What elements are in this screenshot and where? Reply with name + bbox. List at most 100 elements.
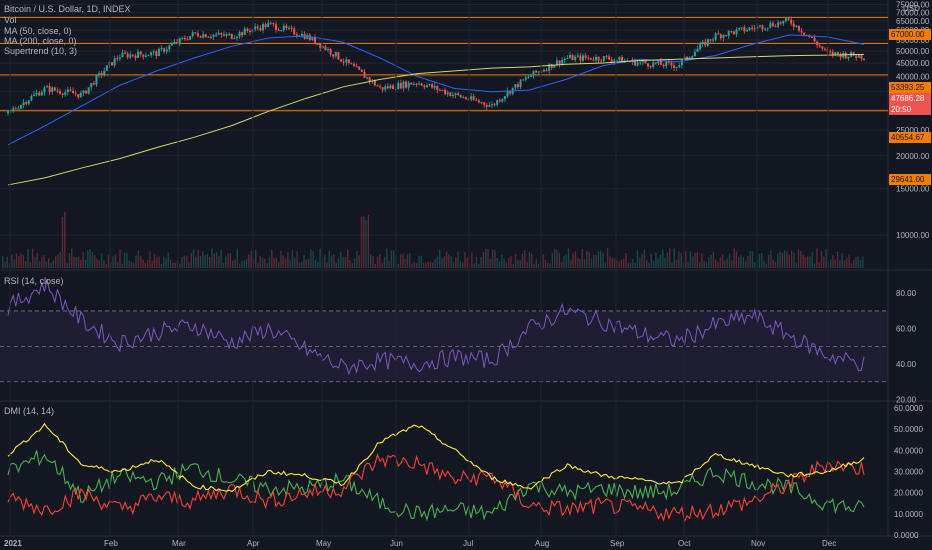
price-tick-label: 45000.00 <box>896 59 930 68</box>
volume-bar <box>537 263 540 268</box>
time-tick-label: Jun <box>390 539 403 548</box>
legend-dmi[interactable]: DMI (14, 14) <box>4 406 55 416</box>
candle-body <box>163 48 166 52</box>
volume-bar <box>678 251 680 268</box>
countdown-tag: 20:50 <box>889 104 931 115</box>
volume-bar <box>491 249 494 268</box>
volume-bar <box>735 250 738 268</box>
candle-body <box>592 59 595 61</box>
volume-bar <box>121 263 123 268</box>
candle-body <box>519 79 522 88</box>
volume-bar <box>457 251 459 268</box>
candle-body <box>241 32 244 36</box>
candle-body <box>423 85 426 88</box>
candle-body <box>282 25 285 31</box>
volume-bar <box>38 261 41 268</box>
legend-vol[interactable]: Vol <box>4 15 17 25</box>
candle-body <box>782 20 785 24</box>
volume-bar <box>459 260 462 268</box>
candle-body <box>641 61 644 63</box>
legend-supertrend[interactable]: Supertrend (10, 3) <box>4 46 78 56</box>
volume-bar <box>774 261 777 268</box>
dmi-tick-label: 30.0000 <box>894 468 923 477</box>
rsi-tick-label: 40.00 <box>896 360 917 369</box>
volume-bar <box>777 253 779 268</box>
volume-bar <box>652 260 655 268</box>
volume-bar <box>726 258 728 268</box>
candle-body <box>418 83 421 85</box>
currency-label[interactable]: USD <box>903 4 920 13</box>
volume-bar <box>372 256 374 268</box>
candle-body <box>855 55 858 58</box>
volume-bar <box>712 251 715 268</box>
volume-bar <box>57 254 59 268</box>
volume-bar <box>514 254 517 268</box>
volume-bar <box>209 256 211 268</box>
candle-body <box>191 32 194 36</box>
time-tick-label: Jul <box>463 539 473 548</box>
candle-body <box>701 41 704 45</box>
candle-body <box>306 34 309 39</box>
candle-body <box>121 52 124 58</box>
volume-bar <box>749 251 751 268</box>
candle-body <box>56 90 59 92</box>
volume-bar <box>629 262 632 268</box>
volume-bar <box>602 253 604 268</box>
volume-bar <box>126 253 128 268</box>
candle-body <box>548 64 551 71</box>
volume-bar <box>563 255 565 268</box>
volume-bar <box>330 255 333 268</box>
volume-bar <box>222 263 225 268</box>
candle-body <box>301 33 304 37</box>
candle-body <box>72 90 75 94</box>
volume-bar <box>692 256 694 268</box>
candle-body <box>550 64 553 68</box>
volume-bar <box>287 252 289 268</box>
volume-bar <box>579 259 581 268</box>
candle-body <box>176 41 179 44</box>
rsi-tick-label: 20.00 <box>896 395 917 404</box>
volume-bar <box>620 259 623 268</box>
candle-body <box>758 25 761 27</box>
candle-body <box>673 65 676 68</box>
volume-bar <box>797 249 800 268</box>
candle-body <box>644 61 647 64</box>
volume-bar <box>517 260 519 268</box>
candle-body <box>74 93 77 95</box>
candle-body <box>761 25 764 30</box>
volume-bar <box>192 249 195 268</box>
volume-bar <box>333 254 335 268</box>
volume-bar <box>301 261 303 268</box>
time-tick-label: 2021 <box>4 539 22 548</box>
candle-body <box>472 96 475 100</box>
candle-body <box>261 24 264 31</box>
volume-bar <box>445 251 448 268</box>
candle-body <box>415 83 418 85</box>
ma200-line <box>7 53 865 186</box>
plus-di-line <box>7 450 865 522</box>
symbol-title[interactable]: Bitcoin / U.S. Dollar, 1D, INDEX <box>4 4 131 14</box>
volume-bar <box>351 263 353 268</box>
volume-bar <box>581 248 583 268</box>
legend-ma200[interactable]: MA (200, close, 0) <box>4 36 77 46</box>
volume-bar <box>556 249 558 268</box>
legend-ma50[interactable]: MA (50, close, 0) <box>4 26 72 36</box>
candle-body <box>397 83 400 90</box>
volume-bar <box>324 255 326 268</box>
legend-rsi[interactable]: RSI (14, close) <box>4 276 64 286</box>
candle-body <box>144 55 147 57</box>
candle-body <box>61 93 64 95</box>
volume-bar <box>107 254 110 268</box>
volume-bar <box>448 254 450 268</box>
volume-bar <box>135 255 137 268</box>
candle-body <box>844 52 847 59</box>
candle-body <box>129 54 132 58</box>
candle-body <box>7 110 9 114</box>
volume-bar <box>52 260 54 268</box>
candle-body <box>98 72 101 76</box>
candle-body <box>25 102 28 104</box>
volume-bar <box>786 251 788 268</box>
volume-bar <box>839 260 841 268</box>
candle-body <box>821 46 824 49</box>
